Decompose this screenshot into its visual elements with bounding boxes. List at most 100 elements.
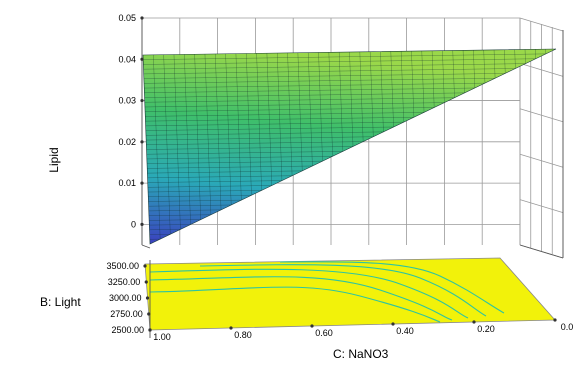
surface-mesh-line <box>144 87 475 93</box>
x-tick-mark <box>553 318 557 322</box>
response-surface <box>142 48 557 245</box>
surface-mesh-line <box>147 180 282 183</box>
surface-mesh-line <box>194 54 201 220</box>
x-axis-label: C: NaNO3 <box>333 347 389 361</box>
surface-mesh-line <box>143 68 516 75</box>
surface-mesh-line <box>318 52 323 162</box>
surface-mesh-line <box>143 58 536 65</box>
surface-mesh-line <box>145 121 404 127</box>
surface-mesh-line <box>524 49 526 64</box>
surface-mesh-line <box>339 52 344 152</box>
surface-mesh-line <box>400 51 404 123</box>
surface-mesh-line <box>144 82 485 89</box>
surface-mesh-line <box>144 97 455 103</box>
surface-mesh-line <box>143 63 526 70</box>
surface-mesh-line <box>147 175 293 179</box>
surface-mesh-line <box>149 224 191 226</box>
y-tick-mark <box>147 312 151 316</box>
contour-floor <box>144 257 556 331</box>
x-tick-mark <box>472 320 476 324</box>
x-tick-label: 0.60 <box>315 328 333 338</box>
z-tick-mark <box>140 181 144 185</box>
surface-mesh-line <box>148 214 211 216</box>
y-axis-label: B: Light <box>40 295 81 309</box>
surface-mesh-line <box>421 50 425 113</box>
x-tick-mark <box>310 324 314 328</box>
surface-mesh-line <box>146 146 354 150</box>
surface-mesh-line <box>504 49 506 74</box>
z-tick-mark <box>140 57 144 61</box>
surface-mesh-line <box>147 165 313 169</box>
surface-mesh-line <box>144 102 445 108</box>
surface-mesh-line <box>483 50 486 84</box>
z-tick-mark <box>140 140 144 144</box>
z-tick-label: 0.03 <box>118 96 136 106</box>
surface-mesh-line <box>143 53 546 60</box>
surface-mesh-line <box>148 209 222 212</box>
z-tick-label: 0.01 <box>118 178 136 188</box>
z-axis-label: Lipid <box>47 147 61 172</box>
surface-mesh-line <box>145 131 384 136</box>
frame-edge <box>519 244 564 259</box>
contour-line <box>149 268 469 319</box>
surface-mesh-line <box>380 51 384 132</box>
z-tick-label: 0.02 <box>118 137 136 147</box>
contour-line <box>199 264 487 317</box>
surface-mesh-line <box>148 204 232 207</box>
surface-mesh-line <box>146 156 333 160</box>
y-tick-mark <box>145 296 150 300</box>
surface-mesh-line <box>147 185 272 188</box>
surface-mesh-line <box>144 92 465 98</box>
x-tick-label: 0.0 <box>561 322 574 332</box>
x-tick-label: 0.80 <box>234 330 252 340</box>
surface-mesh-line <box>145 112 425 117</box>
x-tick-mark <box>391 322 395 326</box>
y-tick-mark <box>143 264 147 268</box>
surface-mesh-line <box>146 136 374 141</box>
contour-line <box>149 276 453 321</box>
surface-mesh-line <box>145 126 394 131</box>
y-tick-label: 2750.00 <box>110 309 143 319</box>
x-tick-label: 0.20 <box>477 324 495 334</box>
surface-mesh-line <box>297 52 303 171</box>
surface-mesh-line <box>256 53 262 191</box>
z-tick-label: 0.04 <box>118 54 136 64</box>
surface-mesh-line <box>148 195 252 197</box>
x-tick-mark <box>229 326 233 330</box>
surface-mesh-line <box>359 51 364 142</box>
surface-mesh-line <box>153 54 161 240</box>
z-tick-label: 0.05 <box>118 13 136 23</box>
surface-mesh-line <box>144 78 496 84</box>
x-tick-label: 0.40 <box>396 326 414 336</box>
surface-mesh-line <box>149 219 201 221</box>
tick-labels: 0 0.01 0.02 0.03 0.04 0.05 2500.00 2750.00 3000.… <box>106 13 573 342</box>
surface-mesh-line <box>146 141 364 145</box>
frame-edge <box>141 244 151 249</box>
surface-mesh-line <box>442 50 445 103</box>
surface-mesh-line <box>462 50 465 93</box>
surface-mesh-line <box>145 117 414 122</box>
surface-mesh-line <box>147 170 303 174</box>
z-tick-mark <box>140 16 144 20</box>
surface-mesh-line <box>147 160 323 164</box>
surface-mesh-line <box>277 53 283 181</box>
z-tick-mark <box>140 222 144 226</box>
y-tick-mark <box>144 280 148 284</box>
contour-line <box>279 261 505 314</box>
y-tick-label: 3500.00 <box>106 261 139 271</box>
surface-mesh-line <box>143 73 506 79</box>
axis-frame <box>141 18 564 338</box>
y-tick-label: 2500.00 <box>111 325 144 335</box>
surface-mesh-line <box>145 107 435 112</box>
y-tick-label: 3000.00 <box>109 293 142 303</box>
surface-mesh-line <box>173 54 181 230</box>
z-tick-label: 0 <box>131 219 136 229</box>
surface-mesh-line <box>215 53 222 210</box>
surface-mesh-line <box>146 151 343 155</box>
surface-mesh-line <box>148 190 262 193</box>
surface-mesh-line <box>235 53 242 201</box>
x-tick-label: 1.00 <box>153 332 171 342</box>
z-tick-mark <box>140 98 144 103</box>
y-tick-label: 3250.00 <box>108 277 141 287</box>
